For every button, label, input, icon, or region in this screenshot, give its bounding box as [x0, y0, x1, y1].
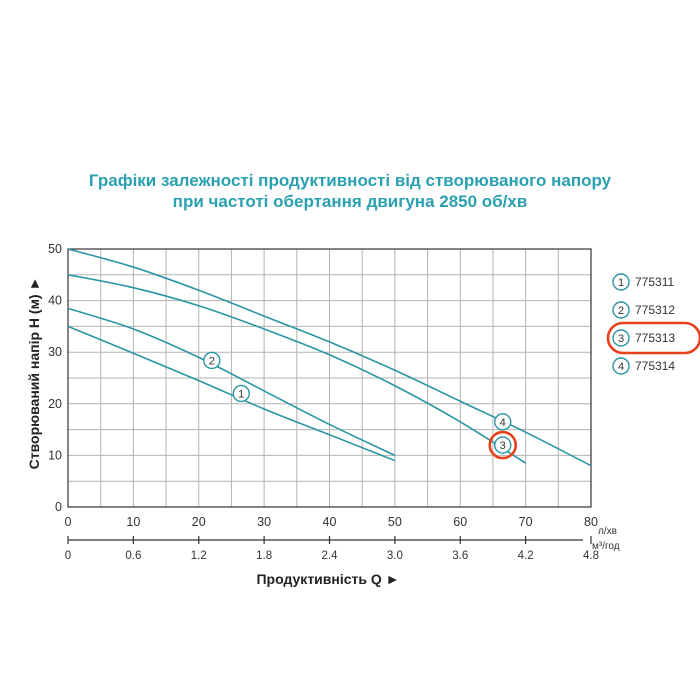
y-axis-label: Створюваний напір Н (м) ►	[26, 277, 42, 470]
curve-marker-3	[494, 436, 512, 454]
x2-tick-label: 1.2	[191, 550, 207, 562]
legend-entry-775313: 775313	[635, 331, 675, 345]
legend-marker-label: 2	[618, 305, 624, 317]
x2-axis-unit: м³/год	[592, 541, 620, 552]
legend-entry-775314: 775314	[635, 359, 675, 373]
x-tick-label: 70	[519, 515, 533, 529]
curve-marker-2	[203, 351, 221, 370]
y-tick-label: 40	[48, 294, 62, 308]
x2-tick-label: 2.4	[322, 550, 339, 562]
x2-tick-label: 0	[65, 550, 71, 562]
y-tick-label: 30	[48, 345, 62, 359]
x-tick-label: 0	[65, 515, 72, 529]
plot-frame	[67, 248, 592, 508]
curve-marker-label: 1	[238, 388, 244, 400]
x-axis-label: Продуктивність Q ►	[256, 571, 399, 587]
x-tick-label: 40	[323, 515, 337, 529]
legend-marker-label: 3	[618, 333, 624, 345]
legend-marker-2	[612, 301, 630, 319]
x-axis-unit: л/хв	[598, 526, 617, 537]
y-tick-label: 10	[48, 448, 62, 462]
x-tick-label: 60	[453, 515, 467, 529]
curve-775312	[67, 307, 396, 457]
x-tick-label: 30	[257, 515, 271, 529]
legend-marker-4	[612, 357, 630, 375]
legend-marker-label: 4	[618, 361, 624, 373]
legend-entry-775312: 775312	[635, 303, 675, 317]
x-tick-label: 20	[192, 515, 206, 529]
chart-title: Графіки залежності продуктивності від ст…	[88, 171, 612, 190]
curve-775311	[67, 325, 396, 462]
curve-marker-label: 4	[500, 417, 506, 429]
y-tick-label: 50	[48, 242, 62, 256]
legend-marker-1	[612, 273, 630, 291]
curve-marker-4	[494, 413, 512, 431]
curve-marker-1	[232, 384, 250, 403]
x2-tick-label: 3.0	[387, 550, 403, 562]
legend-marker-label: 1	[618, 277, 624, 289]
x2-tick-label: 4.2	[518, 550, 534, 562]
x-tick-label: 80	[584, 515, 598, 529]
x2-tick-label: 1.8	[256, 550, 272, 562]
x-tick-label: 50	[388, 515, 402, 529]
x2-tick-label: 4.8	[583, 550, 599, 562]
y-tick-label: 0	[55, 500, 62, 514]
curve-marker-label: 2	[209, 355, 215, 367]
curve-marker-label: 3	[500, 440, 506, 452]
chart-subtitle: при частоті обертання двигуна 2850 об/хв	[172, 192, 528, 211]
x-tick-label: 10	[126, 515, 140, 529]
legend-entry-775311: 775311	[635, 275, 674, 289]
legend-highlight-outline	[606, 321, 700, 355]
legend-marker-3	[612, 329, 630, 347]
x2-tick-label: 3.6	[452, 550, 468, 562]
highlight-ring-marker-3	[488, 430, 518, 460]
curve-775313	[67, 274, 527, 464]
x2-tick-label: 0.6	[125, 550, 141, 562]
y-tick-label: 20	[48, 397, 62, 411]
